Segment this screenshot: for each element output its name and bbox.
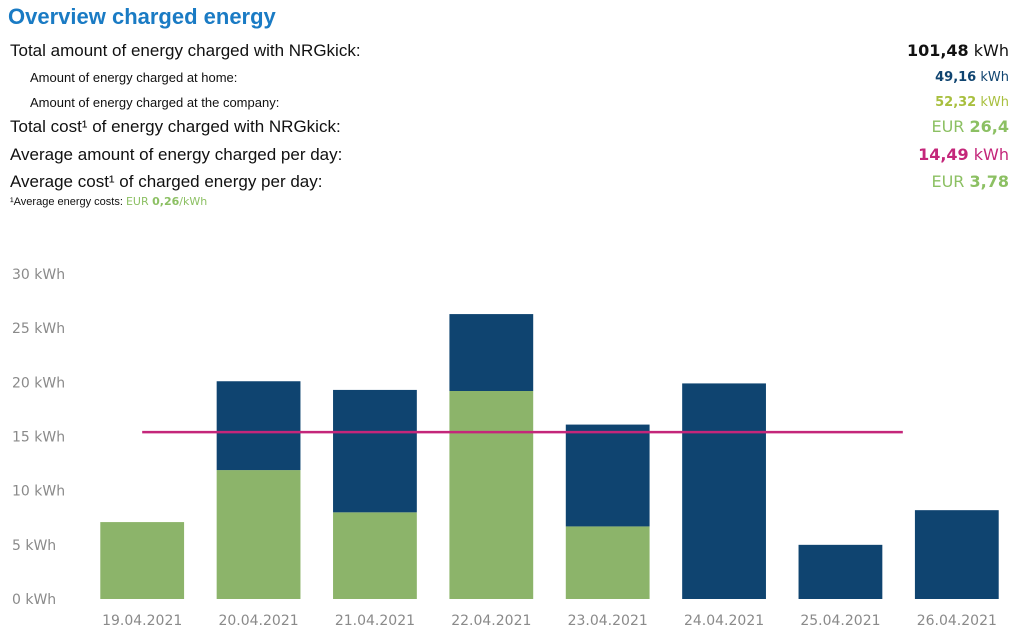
cost-footnote-label: ¹Average energy costs: <box>10 196 123 208</box>
x-tick-label: 25.04.2021 <box>800 613 880 629</box>
x-tick-label: 19.04.2021 <box>102 613 182 629</box>
total-cost-label: Total cost¹ of energy charged with NRGki… <box>10 117 341 136</box>
y-tick-label: 10 kWh <box>12 484 65 500</box>
bar-company <box>565 526 650 599</box>
company-energy-label: Amount of energy charged at the company: <box>30 95 280 110</box>
bar-company <box>216 470 301 599</box>
x-tick-label: 21.04.2021 <box>335 613 415 629</box>
total-cost-row: Total cost¹ of energy charged with NRGki… <box>0 117 1030 141</box>
x-tick-label: 22.04.2021 <box>451 613 531 629</box>
y-tick-label: 0 kWh <box>12 592 56 608</box>
x-tick-label: 23.04.2021 <box>568 613 648 629</box>
bar-company <box>449 391 534 599</box>
y-tick-label: 25 kWh <box>12 321 65 337</box>
home-energy-row: Amount of energy charged at home: 49,16 … <box>0 70 1030 94</box>
avg-energy-value: 14,49 kWh <box>918 145 1009 164</box>
bar-home <box>798 544 883 599</box>
x-tick-label: 26.04.2021 <box>917 613 997 629</box>
y-tick-label: 5 kWh <box>12 538 56 554</box>
avg-energy-row: Average amount of energy charged per day… <box>0 145 1030 169</box>
total-energy-value: 101,48 kWh <box>906 41 1009 60</box>
total-energy-label: Total amount of energy charged with NRGk… <box>10 41 361 60</box>
bar-company <box>333 512 417 599</box>
company-energy-row: Amount of energy charged at the company:… <box>0 95 1030 119</box>
bar-company <box>100 522 185 599</box>
y-tick-label: 15 kWh <box>12 430 65 446</box>
avg-cost-label: Average cost¹ of charged energy per day: <box>10 172 323 191</box>
cost-footnote: ¹Average energy costs: EUR 0,26/kWh <box>10 195 207 208</box>
bar-home <box>333 389 417 513</box>
bar-home <box>216 381 301 471</box>
x-tick-label: 20.04.2021 <box>218 613 298 629</box>
total-energy-row: Total amount of energy charged with NRGk… <box>0 41 1030 65</box>
cost-footnote-value: EUR 0,26/kWh <box>125 195 208 208</box>
total-cost-value: EUR 26,4 <box>931 117 1009 136</box>
avg-cost-value: EUR 3,78 <box>931 172 1009 191</box>
y-tick-label: 20 kWh <box>12 375 65 391</box>
bar-home <box>449 314 534 391</box>
bar-home <box>914 510 999 599</box>
y-tick-label: 30 kWh <box>12 267 65 283</box>
x-tick-label: 24.04.2021 <box>684 613 764 629</box>
bar-home <box>682 383 766 599</box>
bar-home <box>565 424 650 527</box>
home-energy-label: Amount of energy charged at home: <box>30 70 238 85</box>
avg-energy-label: Average amount of energy charged per day… <box>10 145 343 164</box>
home-energy-value: 49,16 kWh <box>935 70 1009 85</box>
page-title: Overview charged energy <box>8 4 276 29</box>
company-energy-value: 52,32 kWh <box>935 95 1009 110</box>
avg-cost-row: Average cost¹ of charged energy per day:… <box>0 172 1030 196</box>
